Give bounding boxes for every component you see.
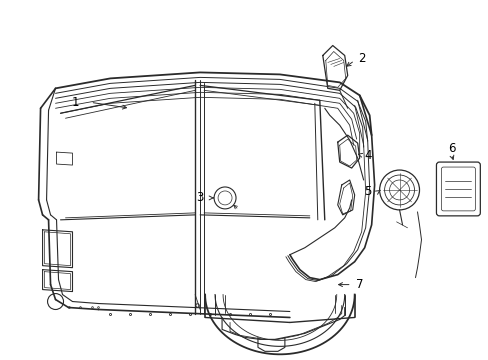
- Text: 5: 5: [363, 185, 370, 198]
- Text: 6: 6: [447, 141, 454, 155]
- Text: 3: 3: [196, 192, 203, 204]
- Text: 1: 1: [72, 96, 79, 109]
- Text: 4: 4: [363, 149, 371, 162]
- Text: 7: 7: [355, 278, 363, 291]
- Text: 2: 2: [357, 52, 365, 65]
